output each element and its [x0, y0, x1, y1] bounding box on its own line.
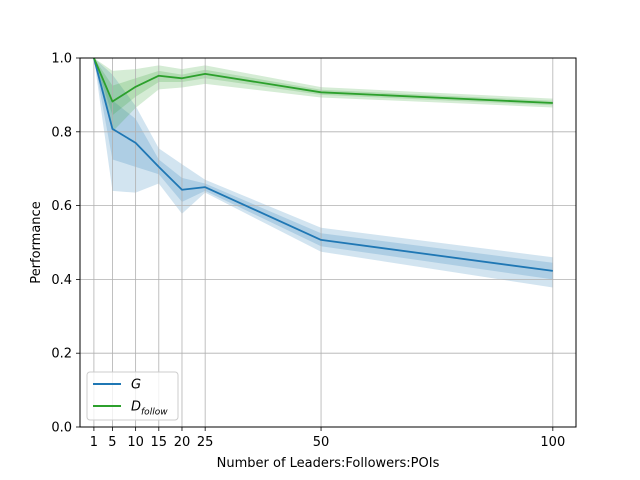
- x-tick-label-25: 25: [197, 435, 214, 450]
- legend-label-g: G: [131, 378, 141, 393]
- line-series-0: [93, 57, 553, 272]
- x-axis-ticks: 1 5 10 15 20 25 50 100: [90, 427, 565, 450]
- x-tick-label-15: 15: [151, 435, 168, 450]
- x-tick-label-1: 1: [90, 435, 98, 450]
- y-axis-label: Performance: [29, 201, 44, 283]
- x-tick-label-5: 5: [108, 435, 116, 450]
- y-tick-label-2: 0.4: [51, 273, 72, 288]
- y-tick-label-5: 1.0: [51, 52, 72, 67]
- x-tick-label-50: 50: [313, 435, 330, 450]
- band-outer-series-1: [93, 58, 553, 132]
- x-axis-label: Number of Leaders:Followers:POIs: [217, 456, 440, 471]
- line-series-1: [93, 57, 553, 104]
- legend-label-d-sub: follow: [141, 408, 168, 418]
- legend-label-d-follow: Dfollow: [131, 400, 168, 418]
- legend-label-d-main: D: [131, 400, 141, 415]
- x-tick-label-100: 100: [540, 435, 565, 450]
- legend: G Dfollow: [86, 371, 179, 421]
- series-lines: [93, 57, 553, 272]
- y-tick-label-4: 0.8: [51, 125, 72, 140]
- y-tick-label-1: 0.2: [51, 347, 72, 362]
- plot-frame: [79, 57, 577, 428]
- y-axis-ticks: 0.0 0.2 0.4 0.6 0.8 1.0: [51, 52, 80, 436]
- y-tick-label-3: 0.6: [51, 199, 72, 214]
- x-tick-label-20: 20: [174, 435, 191, 450]
- x-tick-label-10: 10: [127, 435, 144, 450]
- band-inner-series-0: [93, 58, 553, 280]
- band-inner-series-1: [93, 58, 553, 116]
- y-tick-label-0: 0.0: [51, 421, 72, 436]
